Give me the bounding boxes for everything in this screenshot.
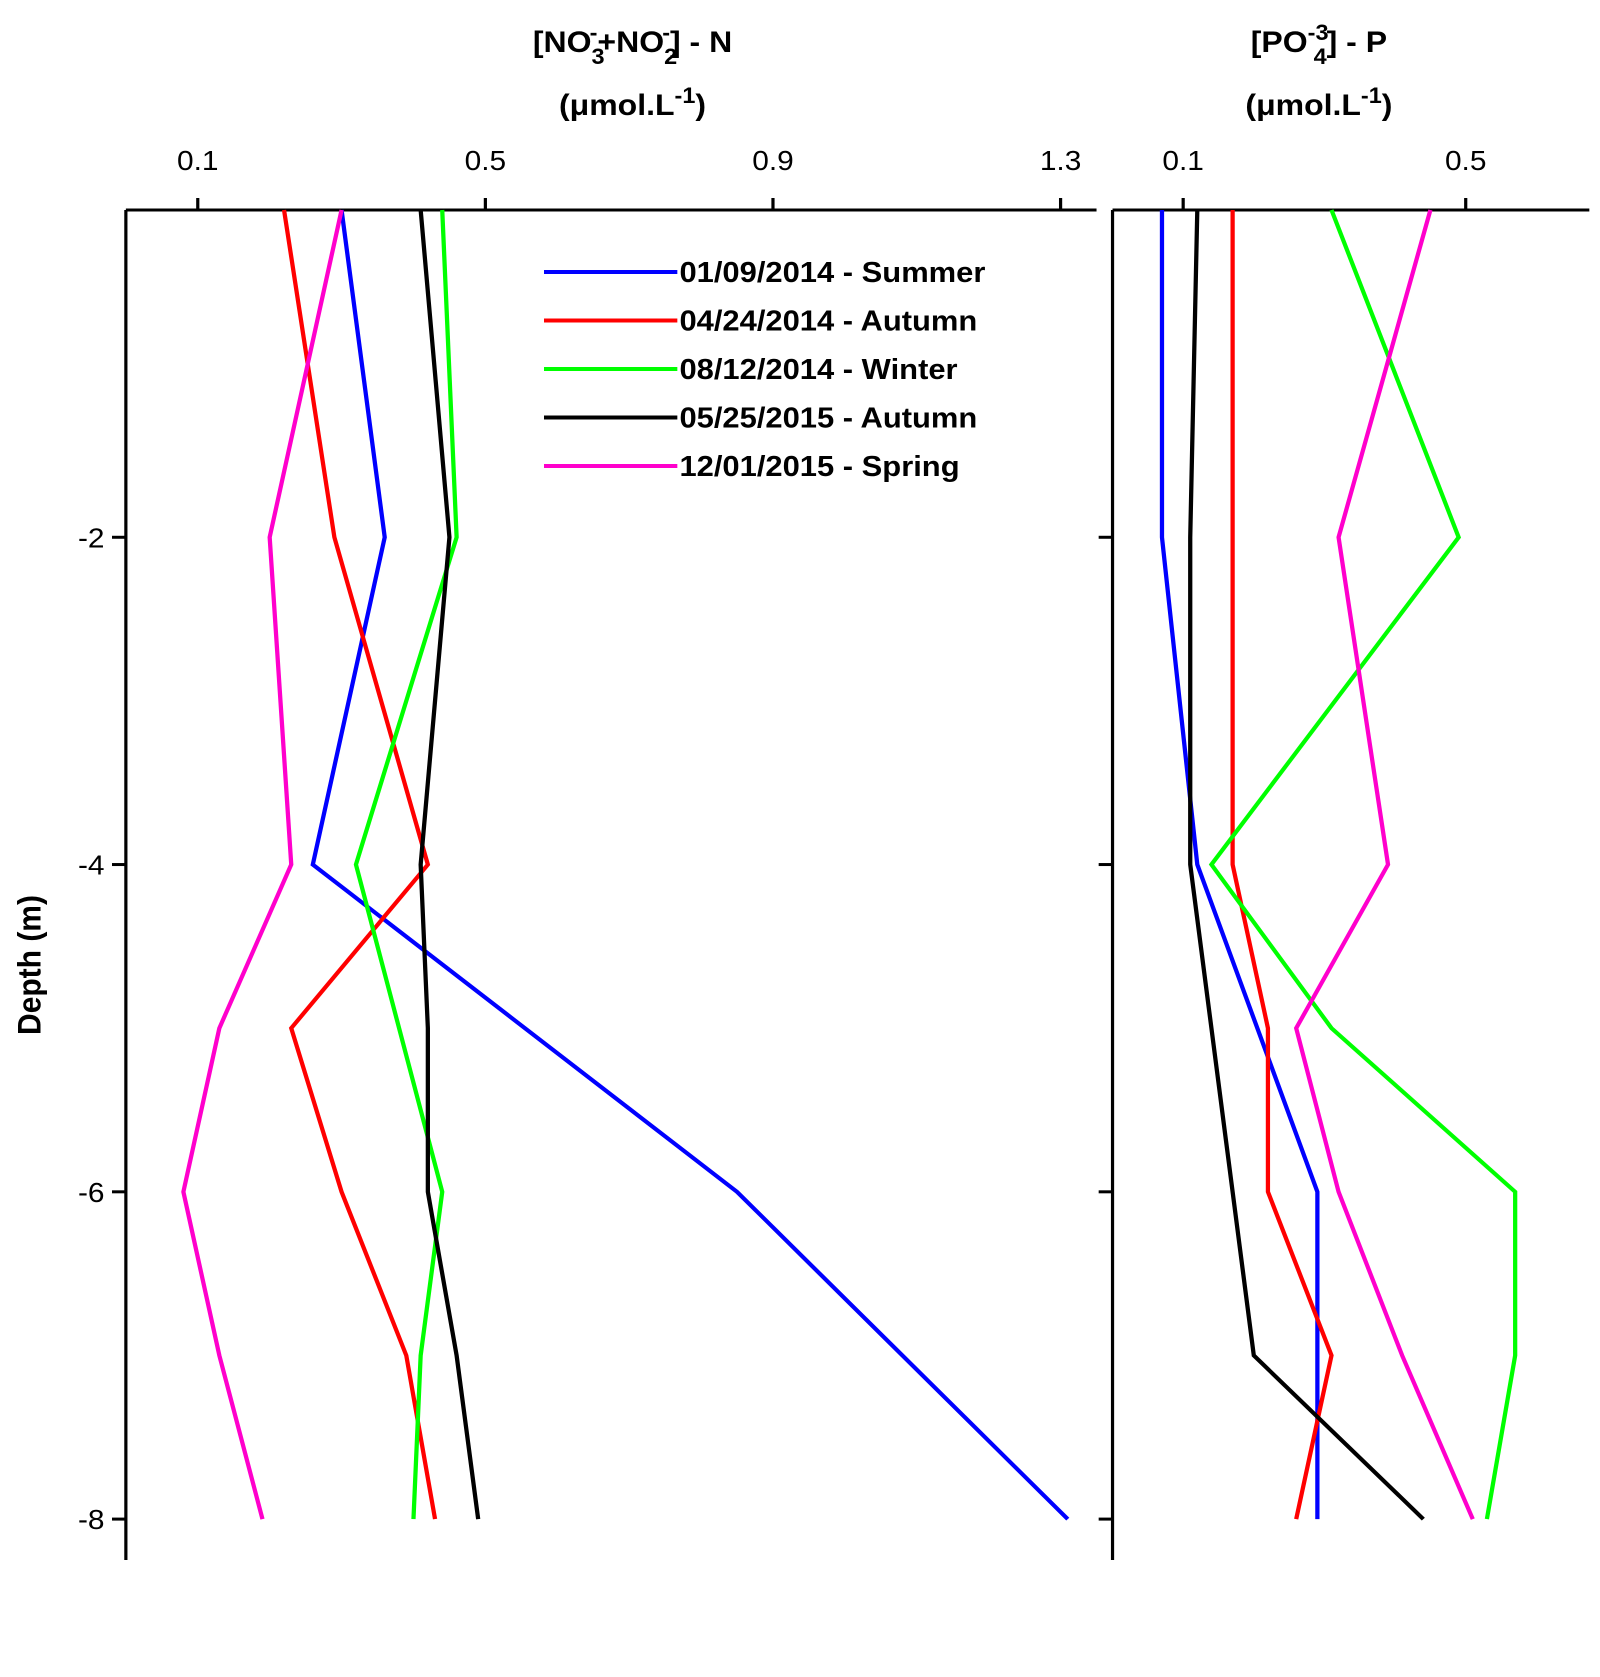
chart-title: [PO-3 4] - P [1251, 20, 1387, 69]
x-tick-label: 0.9 [752, 146, 794, 177]
series-line [1188, 209, 1425, 1521]
x-tick-label: 0.1 [177, 146, 219, 177]
x-tick-label: 0.5 [1445, 146, 1487, 177]
title-part: (μmol.L [1245, 88, 1361, 122]
x-tick-label: 1.3 [1040, 146, 1082, 177]
y-tick-label: -8 [78, 1505, 105, 1536]
title-part: 2 [664, 44, 677, 69]
series-line [353, 209, 459, 1520]
x-tick-label: 0.1 [1162, 146, 1204, 177]
title-part: ] - P [1327, 25, 1387, 59]
series-line [281, 209, 438, 1520]
y-tick-label: -2 [78, 523, 105, 554]
series-line [1208, 209, 1518, 1520]
title-part: - [662, 20, 670, 45]
y-tick-label: -4 [78, 850, 105, 881]
y-axis-label: Depth (m) [12, 895, 48, 1035]
title-part: ) [695, 88, 706, 122]
x-tick-label: 0.5 [465, 146, 507, 177]
chart-title: [NO3-+NO2-] - N [533, 20, 732, 69]
legend-label: 12/01/2015 - Spring [679, 451, 959, 483]
title-part: - [590, 20, 598, 45]
title-part: -1 [675, 83, 696, 108]
legend-label: 01/09/2014 - Summer [679, 257, 985, 289]
series-line [1230, 210, 1334, 1520]
series-line [181, 209, 344, 1520]
legend-label: 05/25/2015 - Autumn [679, 402, 977, 434]
axis-units: (μmol.L-1) [559, 83, 706, 122]
title-part: -1 [1361, 83, 1382, 108]
y-tick-label: -6 [78, 1178, 105, 1209]
title-part: [PO [1251, 25, 1308, 59]
series-line [418, 209, 481, 1520]
title-part: ] - N [670, 25, 732, 59]
series-line [310, 209, 1070, 1521]
title-part: 4 [1314, 44, 1327, 69]
series-line [1293, 209, 1475, 1520]
title-part: [NO [533, 25, 592, 59]
title-part: (μmol.L [559, 88, 675, 122]
title-part: ) [1382, 88, 1393, 122]
title-part: +NO [597, 25, 664, 59]
title-part: 3 [591, 44, 604, 69]
title-part: -3 [1308, 20, 1329, 45]
legend-label: 08/12/2014 - Winter [679, 354, 957, 386]
series-line [1159, 210, 1320, 1520]
axis-units: (μmol.L-1) [1245, 83, 1392, 122]
legend-label: 04/24/2014 - Autumn [679, 305, 977, 337]
